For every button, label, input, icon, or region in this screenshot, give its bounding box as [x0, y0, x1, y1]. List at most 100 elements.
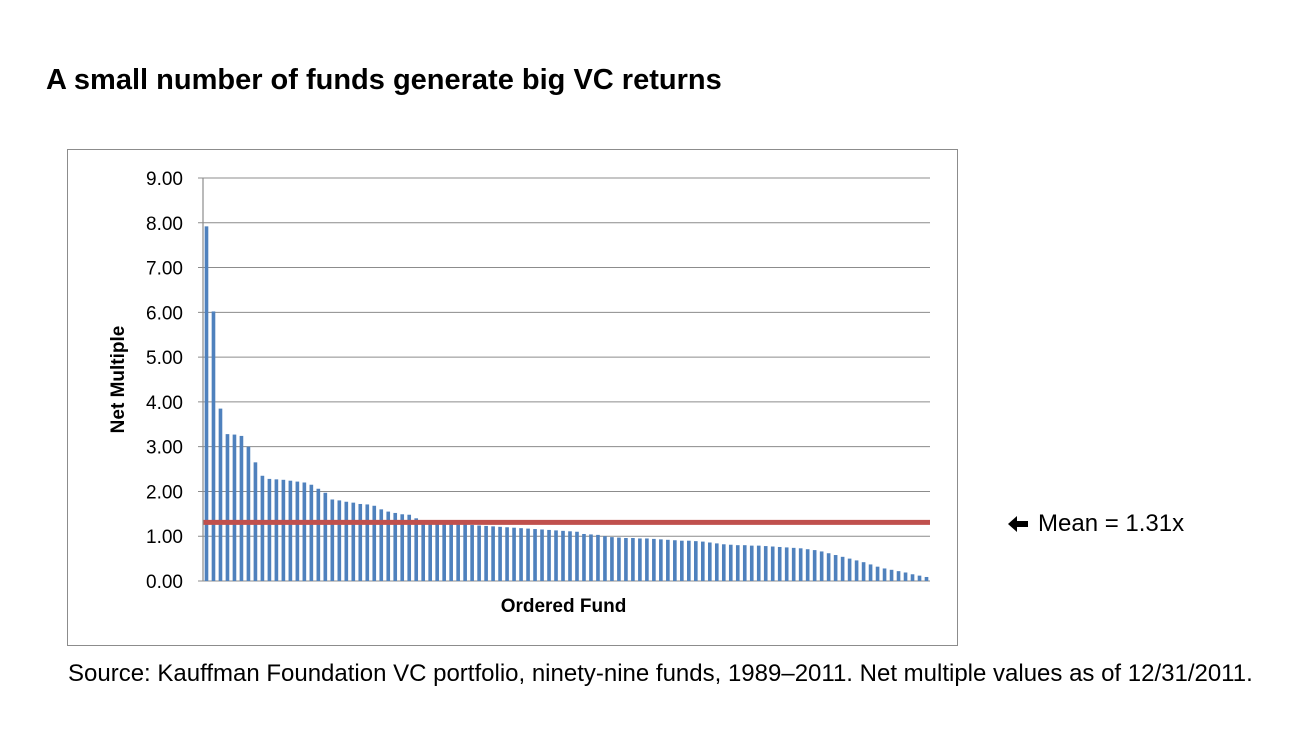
- bar: [372, 505, 377, 581]
- bar: [337, 500, 342, 581]
- bar: [770, 546, 775, 581]
- bar: [540, 529, 544, 581]
- bar: [484, 525, 488, 581]
- bar: [756, 545, 761, 581]
- bar: [330, 499, 335, 581]
- bar: [414, 518, 419, 581]
- bar: [281, 479, 286, 581]
- bar: [554, 530, 558, 581]
- bar: [721, 544, 726, 581]
- y-tick-label: 9.00: [146, 169, 183, 190]
- bar: [463, 524, 467, 581]
- bar: [407, 514, 412, 581]
- bar: [624, 538, 628, 581]
- bar: [512, 527, 516, 581]
- bar: [344, 501, 349, 581]
- bar: [596, 534, 600, 581]
- bar: [267, 478, 272, 581]
- bar: [561, 530, 565, 581]
- bar: [526, 528, 530, 581]
- bar: [875, 566, 880, 581]
- bar: [882, 568, 887, 581]
- bar: [309, 484, 314, 581]
- bar: [323, 492, 328, 581]
- bar: [840, 556, 845, 581]
- bar: [638, 538, 642, 581]
- bar: [707, 542, 712, 581]
- bar: [477, 525, 481, 581]
- bar: [449, 524, 453, 581]
- bar: [777, 546, 782, 581]
- bar: [763, 546, 768, 581]
- bar: [603, 536, 607, 581]
- bar: [533, 529, 537, 581]
- arrow-left-icon: [1008, 516, 1028, 532]
- bar: [260, 475, 265, 581]
- y-axis-label: Net Multiple: [108, 326, 129, 434]
- y-tick-label: 0.00: [146, 572, 183, 593]
- bar: [204, 226, 209, 582]
- bar: [645, 538, 649, 581]
- bar: [232, 434, 237, 581]
- bar: [666, 539, 670, 581]
- bar-chart: 0.00 1.00 2.00 3.00 4.00 5.00 6.00 7.00 8.00 9.00…: [108, 169, 930, 617]
- bar: [351, 502, 356, 581]
- x-axis-label: Ordered Fund: [501, 596, 627, 617]
- bar: [896, 571, 901, 581]
- bar: [812, 550, 817, 581]
- mean-annotation-text: Mean = 1.31x: [1038, 510, 1185, 537]
- bar: [379, 509, 384, 581]
- y-axis-ticks: 0.00 1.00 2.00 3.00 4.00 5.00 6.00 7.00 8.00 9.00: [146, 169, 183, 593]
- bar: [791, 547, 796, 581]
- bars: [204, 226, 929, 582]
- bar: [673, 540, 677, 581]
- bar: [218, 408, 223, 581]
- bar: [505, 527, 509, 581]
- chart-frame: 0.00 1.00 2.00 3.00 4.00 5.00 6.00 7.00 8.00 9.00…: [67, 149, 958, 646]
- bar: [910, 574, 915, 581]
- bar: [547, 529, 551, 581]
- bar: [589, 534, 593, 581]
- bar: [680, 540, 684, 581]
- bar: [519, 528, 523, 581]
- bar: [421, 520, 426, 581]
- bar: [917, 575, 922, 581]
- y-tick-label: 7.00: [146, 259, 183, 280]
- bar: [582, 533, 586, 581]
- y-tick-label: 5.00: [146, 348, 183, 369]
- bar: [456, 524, 460, 581]
- bar: [302, 482, 307, 581]
- y-tick-label: 2.00: [146, 482, 183, 503]
- bar: [610, 537, 614, 581]
- bar: [861, 562, 866, 581]
- bar: [798, 548, 803, 581]
- bar: [819, 551, 824, 581]
- bar: [400, 514, 405, 581]
- bar: [868, 564, 873, 581]
- y-tick-label: 1.00: [146, 527, 183, 548]
- bar: [295, 481, 300, 581]
- bar: [288, 480, 293, 581]
- bar: [428, 522, 432, 581]
- bar: [700, 541, 705, 581]
- bar: [903, 572, 908, 581]
- bar: [687, 540, 691, 581]
- bar: [854, 560, 859, 581]
- bar: [435, 523, 439, 581]
- bar: [889, 569, 894, 581]
- bar: [631, 538, 635, 581]
- y-tick-label: 8.00: [146, 214, 183, 235]
- bar: [714, 543, 719, 581]
- bar: [365, 504, 370, 581]
- bar: [805, 549, 810, 581]
- chart-title: A small number of funds generate big VC …: [46, 64, 722, 96]
- bar: [749, 545, 754, 581]
- bar: [442, 523, 446, 581]
- bar: [568, 531, 572, 581]
- bar: [742, 545, 747, 581]
- bar: [246, 446, 251, 581]
- bar: [491, 526, 495, 581]
- bar: [652, 538, 656, 581]
- bar: [211, 311, 216, 581]
- bar: [386, 511, 391, 581]
